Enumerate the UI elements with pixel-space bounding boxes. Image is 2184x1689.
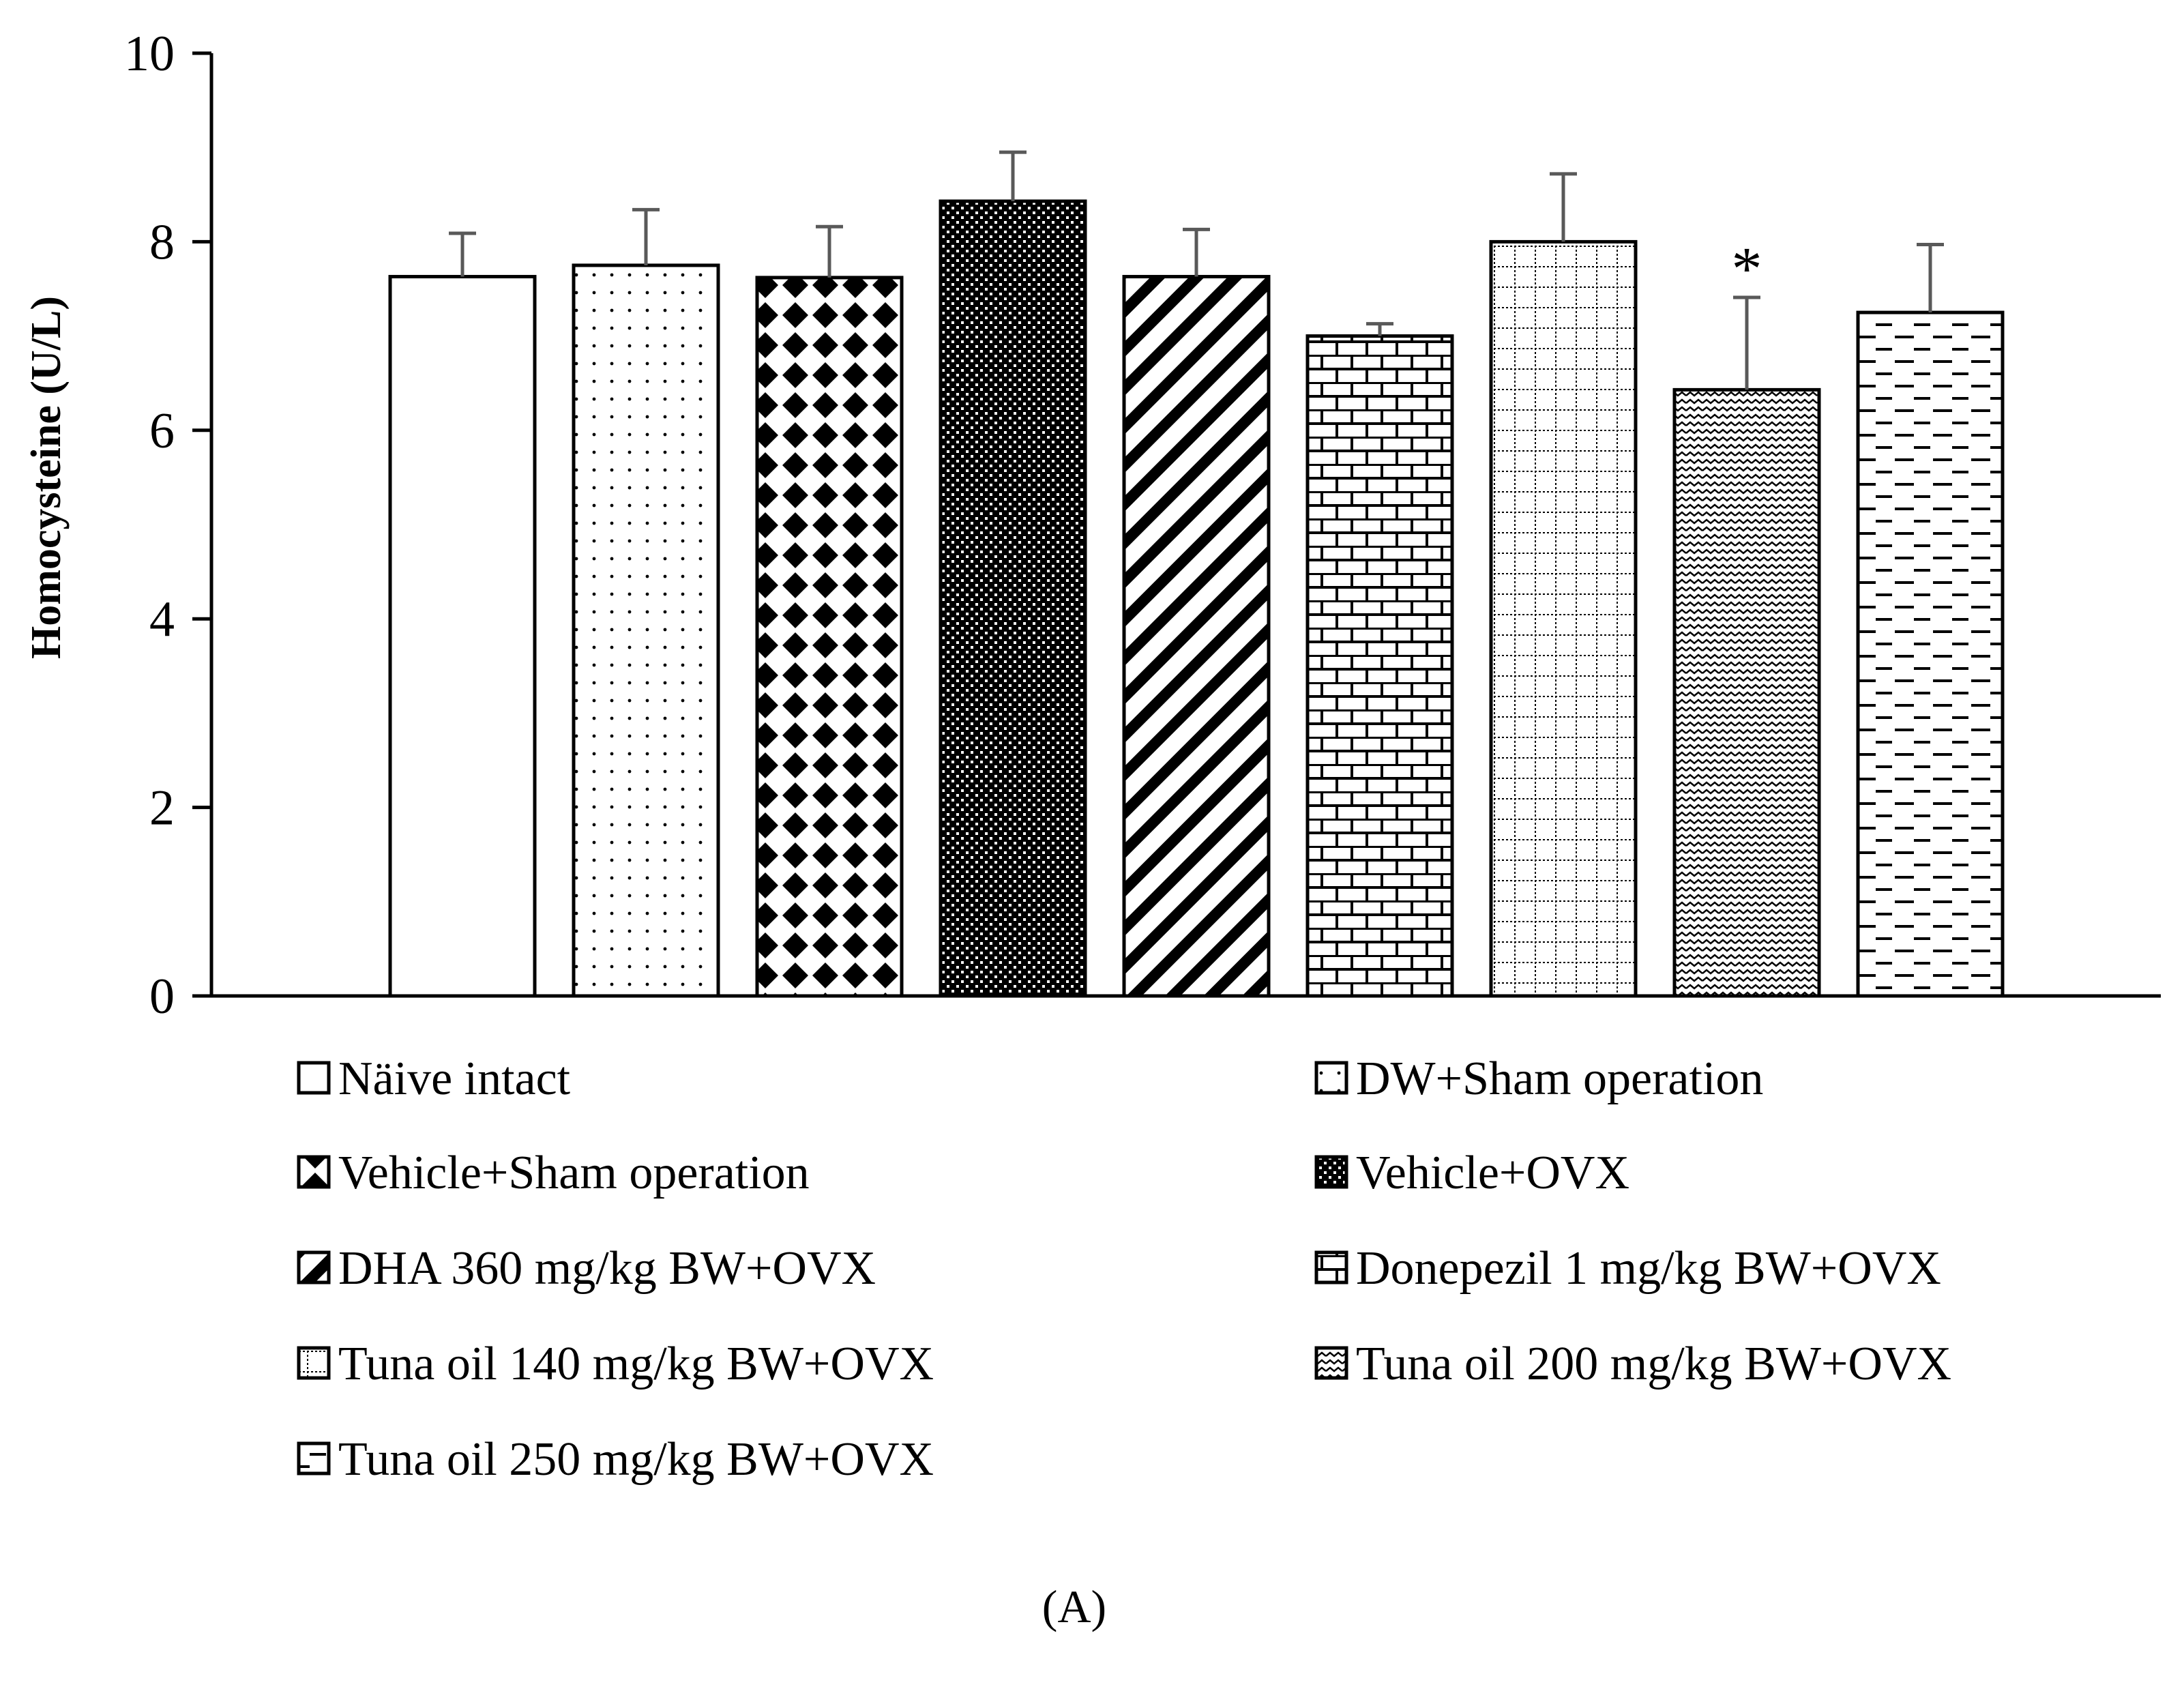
panel-label: (A) xyxy=(1042,1581,1106,1632)
y-tick-label: 0 xyxy=(149,969,175,1025)
y-tick-label: 4 xyxy=(149,591,175,647)
legend-label: Tuna oil 250 mg/kg BW+OVX xyxy=(338,1433,934,1486)
bar xyxy=(574,265,718,996)
bar xyxy=(757,278,902,996)
significance-marker: * xyxy=(1732,235,1762,303)
legend-label: DW+Sham operation xyxy=(1356,1053,1763,1105)
legend-label: Vehicle+Sham operation xyxy=(338,1147,810,1199)
bar xyxy=(1124,277,1269,996)
legend-label: Näive intact xyxy=(338,1053,571,1105)
legend-swatch xyxy=(299,1443,329,1473)
bar xyxy=(1491,241,1636,996)
legend-label: Tuna oil 200 mg/kg BW+OVX xyxy=(1356,1338,1951,1390)
bar-chart: 0 2 4 6 8 10 * Näive intact DW+Sham operation Ve… xyxy=(0,0,2184,1686)
y-tick-label: 10 xyxy=(124,26,175,82)
legend-swatch xyxy=(299,1252,329,1282)
bar xyxy=(1674,390,1819,996)
bar xyxy=(390,277,535,996)
legend-swatch xyxy=(1316,1252,1346,1282)
legend-swatch xyxy=(1316,1348,1346,1378)
bar xyxy=(1308,336,1452,996)
chart-figure: 0 2 4 6 8 10 * Näive intact DW+Sham operation Ve… xyxy=(0,0,2184,1686)
bar xyxy=(941,201,1085,996)
legend-swatch xyxy=(299,1348,329,1378)
plot-area: 0 2 4 6 8 10 * xyxy=(124,26,2161,1025)
legend-label: Donepezil 1 mg/kg BW+OVX xyxy=(1356,1242,1941,1295)
legend-swatch xyxy=(1316,1063,1346,1093)
y-axis-title: Homocysteine (U/L) xyxy=(23,296,70,659)
y-tick-label: 6 xyxy=(149,403,175,459)
bar xyxy=(1858,312,2003,996)
legend-swatch xyxy=(299,1063,329,1093)
legend-label: Tuna oil 140 mg/kg BW+OVX xyxy=(338,1338,934,1390)
legend-swatch xyxy=(1316,1157,1346,1187)
y-tick-label: 8 xyxy=(149,214,175,270)
legend-label: Vehicle+OVX xyxy=(1356,1147,1629,1199)
y-tick-label: 2 xyxy=(149,780,175,836)
legend-swatch xyxy=(299,1157,329,1187)
legend: Näive intact DW+Sham operation Vehicle+Sha… xyxy=(299,1053,1951,1486)
legend-label: DHA 360 mg/kg BW+OVX xyxy=(338,1242,876,1295)
